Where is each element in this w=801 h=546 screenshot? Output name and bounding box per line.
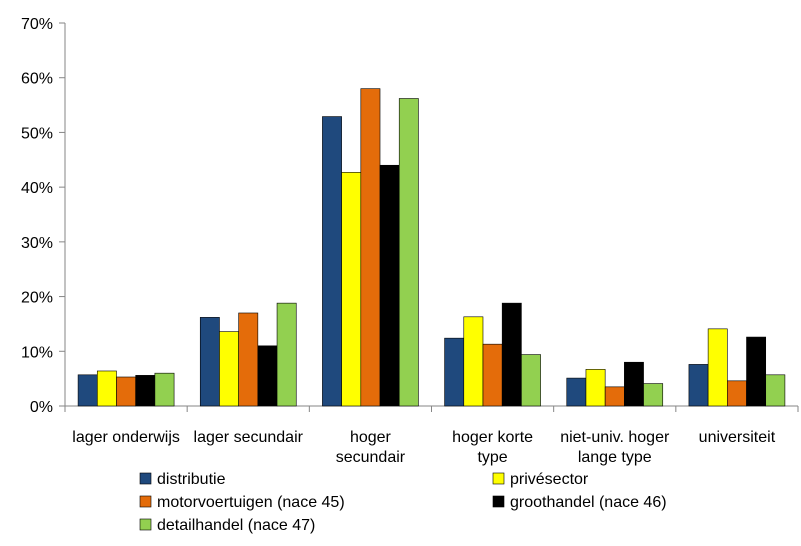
bar-priv-sector — [585, 369, 606, 407]
x-category-label: lager onderwijs — [72, 429, 180, 446]
bar-priv-sector — [219, 331, 239, 407]
bar-distributie — [444, 337, 465, 407]
legend-swatch — [139, 518, 152, 531]
bar-detailhandel-nace-47 — [276, 302, 297, 407]
bar-groothandel-nace-46 — [379, 164, 400, 407]
bar-distributie — [77, 374, 98, 407]
bar-detailhandel-nace-47 — [643, 383, 664, 407]
y-tick-label: 50% — [21, 125, 53, 142]
x-category-label: lager secundair — [194, 429, 304, 446]
bar-motorvoertuigen-nace-45 — [727, 380, 747, 407]
legend-label: detailhandel (nace 47) — [157, 517, 315, 534]
chart-bars — [77, 88, 786, 407]
bar-distributie — [688, 364, 709, 407]
bar-motorvoertuigen-nace-45 — [116, 376, 136, 407]
x-category-label: hoger korte type — [452, 429, 533, 466]
x-category-label: niet-univ. hoger lange type — [560, 429, 670, 466]
bar-detailhandel-nace-47 — [398, 98, 419, 407]
bar-groothandel-nace-46 — [501, 302, 522, 407]
legend-label: groothandel (nace 46) — [510, 494, 667, 511]
legend-swatch — [139, 495, 152, 508]
legend-label: distributie — [157, 471, 226, 488]
bar-distributie — [566, 377, 587, 407]
bar-motorvoertuigen-nace-45 — [360, 88, 381, 407]
chart-axes — [64, 23, 798, 407]
bar-distributie — [199, 317, 220, 407]
y-tick-label: 0% — [30, 399, 53, 416]
bar-motorvoertuigen-nace-45 — [482, 343, 503, 407]
y-tick-label: 60% — [21, 71, 53, 88]
legend-label: motorvoertuigen (nace 45) — [157, 494, 345, 511]
bar-distributie — [322, 116, 342, 407]
y-tick-label: 20% — [21, 290, 53, 307]
bar-priv-sector — [463, 316, 484, 407]
y-axis-ticks: 0% 10% 20% 30% 40% 50% 60% 70% — [21, 16, 65, 416]
bar-priv-sector — [707, 328, 728, 407]
x-category-label: hoger secundair — [336, 429, 406, 466]
bar-motorvoertuigen-nace-45 — [238, 312, 259, 407]
x-category-label: universiteit — [699, 429, 776, 446]
bar-detailhandel-nace-47 — [765, 374, 786, 407]
bar-detailhandel-nace-47 — [521, 354, 541, 407]
x-axis-categories: lager onderwijs lager secundair hoger secun… — [64, 406, 799, 466]
legend-label: privésector — [510, 471, 589, 488]
legend-swatch — [139, 472, 152, 485]
bar-priv-sector — [341, 172, 362, 407]
legend-swatch — [492, 495, 505, 508]
bar-groothandel-nace-46 — [746, 336, 767, 407]
chart-legend: distributie privésector motorvoertuigen (n… — [139, 471, 667, 534]
y-tick-label: 30% — [21, 235, 53, 252]
bar-groothandel-nace-46 — [624, 361, 644, 407]
y-tick-label: 10% — [21, 344, 53, 361]
bar-groothandel-nace-46 — [257, 345, 278, 407]
bar-priv-sector — [96, 370, 117, 407]
y-tick-label: 70% — [21, 16, 53, 33]
legend-swatch — [492, 472, 505, 485]
bar-groothandel-nace-46 — [135, 375, 156, 407]
bar-motorvoertuigen-nace-45 — [604, 386, 625, 407]
y-tick-label: 40% — [21, 180, 53, 197]
bar-detailhandel-nace-47 — [154, 372, 175, 407]
